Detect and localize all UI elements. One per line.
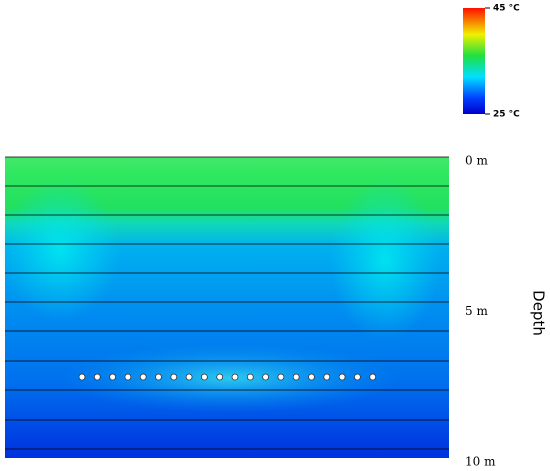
heat-source xyxy=(277,373,285,381)
heat-source xyxy=(155,373,162,381)
heat-source xyxy=(369,373,377,381)
colorbar xyxy=(463,8,485,114)
heat-source xyxy=(200,373,208,381)
y-tick-label: 10 m xyxy=(465,455,496,469)
heat-source xyxy=(216,373,224,381)
heat-source xyxy=(109,373,116,381)
y-tick-label: 5 m xyxy=(465,304,488,318)
heat-source xyxy=(323,373,331,381)
heat-source xyxy=(185,373,193,381)
y-axis-label: Depth xyxy=(530,290,548,336)
temperature-field xyxy=(0,156,449,458)
heat-source xyxy=(78,373,86,381)
heat-source xyxy=(262,373,270,381)
heat-source xyxy=(124,373,132,381)
heat-source xyxy=(139,373,147,381)
colorbar-tick-label: 45 °C xyxy=(493,4,520,14)
heat-source xyxy=(246,373,254,381)
heat-source xyxy=(93,373,101,381)
heat-source xyxy=(308,373,315,381)
heat-source xyxy=(338,373,346,381)
heat-source xyxy=(231,373,239,381)
heat-source xyxy=(292,373,300,381)
heat-source xyxy=(170,373,178,381)
y-tick-label: 0 m xyxy=(465,154,488,168)
colorbar-tick-label: 25 °C xyxy=(493,110,520,120)
heat-source xyxy=(353,373,361,381)
